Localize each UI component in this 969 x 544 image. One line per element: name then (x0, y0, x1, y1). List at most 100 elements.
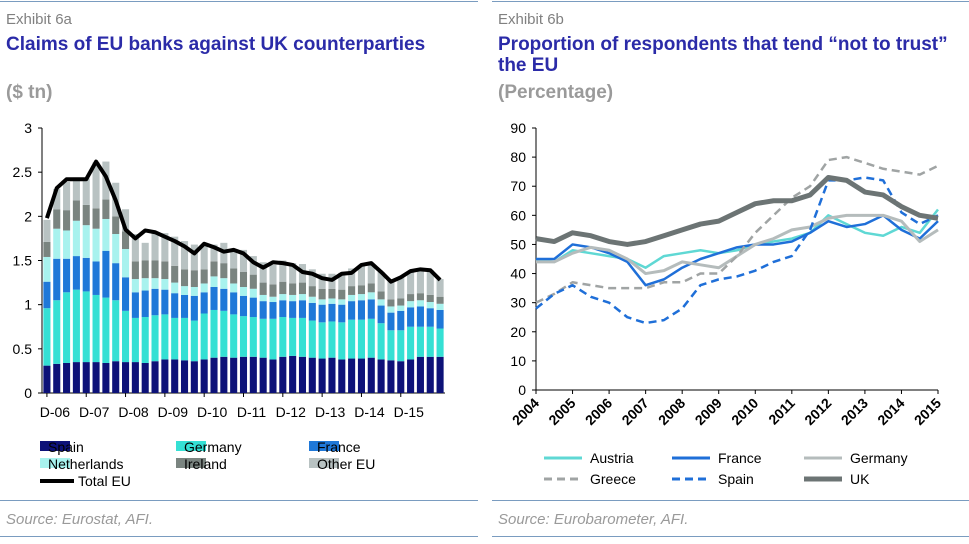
bar-other-eu (357, 264, 365, 286)
bar-germany (436, 328, 444, 357)
exhibit-label: Exhibit 6a (6, 11, 72, 28)
bar-other-eu (387, 280, 395, 300)
bar-netherlands (43, 256, 51, 282)
x-tick-label: D-06 (40, 404, 71, 420)
y-tick-label: 90 (510, 120, 526, 136)
bar-ireland (92, 208, 100, 229)
bar-ireland (190, 270, 198, 287)
bar-spain (416, 356, 424, 393)
exhibit-6a-panel: Exhibit 6a Claims of EU banks against UK… (0, 0, 478, 544)
x-tick-label: D-13 (315, 404, 346, 420)
bar-france (141, 290, 149, 318)
bar-france (407, 307, 415, 327)
bar-other-eu (426, 270, 434, 295)
legend-label-spain: Spain (718, 471, 754, 487)
bar-netherlands (338, 299, 346, 305)
bar-germany (279, 317, 287, 357)
bar-france (122, 277, 130, 311)
bar-germany (122, 310, 130, 363)
bar-ireland (298, 282, 307, 295)
bar-spain (338, 359, 346, 393)
bar-other-eu (43, 219, 51, 242)
x-tick-label: D-10 (197, 404, 228, 420)
bar-netherlands (171, 282, 179, 294)
bar-other-eu (407, 271, 415, 295)
y-tick-label: 20 (510, 324, 526, 340)
bar-ireland (200, 269, 208, 284)
x-tick-label: D-14 (354, 404, 385, 420)
bar-spain (407, 359, 415, 393)
bar-ireland (63, 210, 71, 231)
line-austria (535, 208, 939, 269)
y-tick-label: 2 (24, 208, 32, 224)
bar-other-eu (318, 273, 326, 289)
bar-france (348, 301, 356, 320)
bar-ireland (279, 281, 287, 295)
bar-netherlands (308, 296, 316, 303)
bar-other-eu (53, 188, 61, 210)
line-france (536, 214, 939, 287)
bar-netherlands (377, 299, 385, 306)
chart-subtitle: (Percentage) (498, 82, 614, 103)
bar-france (92, 261, 100, 295)
bar-spain (426, 356, 434, 393)
bar-germany (53, 300, 61, 364)
bar-netherlands (131, 279, 139, 293)
bottom-rule (492, 536, 969, 537)
bar-france (43, 281, 51, 309)
bar-france (102, 250, 110, 298)
bar-other-eu (377, 271, 385, 292)
bar-france (367, 299, 375, 319)
bar-spain (220, 356, 228, 393)
bar-netherlands (230, 283, 238, 293)
bar-netherlands (367, 292, 375, 300)
bar-spain (298, 356, 307, 393)
bar-ireland (82, 204, 90, 226)
exhibit-6b-panel: Exhibit 6b Proportion of respondents tha… (492, 0, 969, 544)
bar-other-eu (230, 249, 238, 269)
bar-other-eu (72, 177, 80, 201)
bar-germany (289, 317, 297, 356)
bar-ireland (357, 285, 365, 295)
chart-title: Claims of EU banks against UK counterpar… (6, 34, 426, 55)
chart-title: Proportion of respondents that tend “not… (498, 34, 948, 76)
bar-france (357, 300, 365, 320)
bar-ireland (407, 294, 415, 302)
bar-germany (298, 317, 307, 357)
bar-other-eu (397, 277, 405, 299)
bar-ireland (416, 293, 424, 301)
bar-ireland (72, 200, 80, 221)
bar-spain (289, 355, 297, 393)
bar-spain (239, 356, 248, 393)
bar-france (161, 289, 169, 315)
bar-spain (269, 359, 277, 393)
x-tick-label: 2005 (545, 395, 578, 428)
bar-ireland (220, 263, 228, 279)
bar-ireland (367, 283, 375, 293)
legend-swatch-netherlands (40, 458, 70, 468)
bar-germany (92, 294, 100, 363)
y-tick-label: 50 (510, 236, 526, 252)
bar-spain (63, 362, 71, 393)
exhibit-label: Exhibit 6b (498, 11, 564, 28)
bar-other-eu (200, 244, 208, 270)
bar-other-eu (308, 269, 316, 287)
bar-germany (161, 314, 169, 360)
stacked-bar-chart: 0 0.5 1 1.5 2 2.5 3 D-06 D-07 D-08 D-09 D-10 D-11 D-1… (13, 120, 445, 489)
bar-germany (72, 289, 80, 363)
bar-germany (112, 300, 120, 362)
bar-france (416, 306, 424, 327)
bar-ireland (387, 299, 395, 307)
bar-germany (230, 314, 238, 358)
bar-spain (279, 356, 287, 393)
bar-germany (141, 317, 149, 363)
x-tick-label: D-12 (276, 404, 307, 420)
bar-netherlands (348, 294, 356, 302)
bar-france (249, 297, 257, 318)
bar-ireland (210, 261, 218, 277)
bar-germany (426, 326, 434, 357)
bar-germany (63, 292, 71, 363)
bar-france (200, 292, 208, 314)
bar-spain (397, 361, 405, 393)
bar-france (82, 257, 90, 292)
